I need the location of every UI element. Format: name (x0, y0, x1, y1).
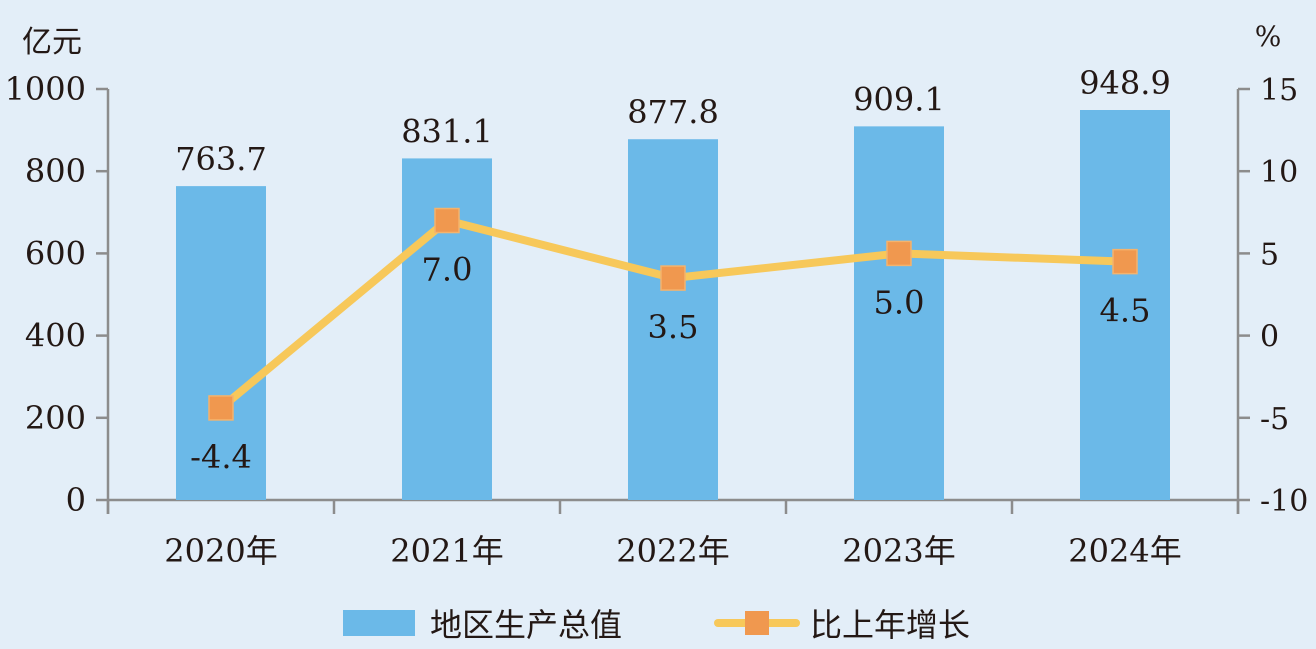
bar (628, 139, 718, 501)
right-tick-label: 5 (1260, 237, 1279, 272)
left-tick-label: 800 (25, 152, 86, 190)
left-axis-unit: 亿元 (22, 25, 82, 60)
x-tick-label: 2024年 (1068, 532, 1181, 570)
bar (854, 126, 944, 501)
legend-label-bar: 地区生产总值 (430, 606, 622, 644)
growth-marker (1112, 248, 1138, 275)
legend-label-line: 比上年增长 (810, 606, 970, 644)
right-tick-label: -10 (1260, 484, 1308, 519)
growth-value-label: 7.0 (422, 251, 473, 289)
x-tick-label: 2023年 (842, 532, 955, 570)
left-tick-label: 600 (25, 234, 86, 272)
x-tick-label: 2021年 (390, 532, 503, 570)
growth-marker (434, 207, 460, 234)
bar-value-label: 763.7 (175, 140, 267, 178)
bar (1080, 110, 1170, 500)
bar-value-label: 948.9 (1079, 64, 1171, 102)
growth-value-label: 5.0 (874, 283, 925, 321)
growth-value-label: -4.4 (190, 438, 252, 476)
growth-marker (660, 265, 686, 291)
left-tick-label: 0 (66, 481, 86, 519)
bar (176, 186, 266, 500)
growth-value-label: 3.5 (648, 308, 699, 346)
x-tick-label: 2022年 (616, 532, 729, 570)
right-tick-label: 0 (1260, 320, 1279, 355)
growth-marker (886, 240, 912, 267)
bar-value-label: 877.8 (627, 93, 719, 131)
growth-value-label: 4.5 (1100, 292, 1151, 330)
left-tick-label: 200 (25, 399, 86, 437)
left-tick-label: 400 (25, 317, 86, 355)
right-tick-label: 10 (1260, 155, 1298, 190)
growth-marker (208, 395, 234, 421)
legend: 地区生产总值 比上年增长 (343, 606, 970, 644)
right-tick-label: 15 (1260, 73, 1298, 108)
legend-swatch-bar (343, 610, 415, 636)
bar-value-label: 909.1 (853, 80, 945, 118)
right-tick-label: -5 (1260, 402, 1289, 437)
right-axis-unit: % (1255, 20, 1282, 53)
bar-value-label: 831.1 (401, 112, 493, 150)
left-tick-label: 1000 (5, 70, 86, 108)
legend-swatch-marker (745, 611, 769, 635)
x-tick-label: 2020年 (164, 532, 277, 570)
